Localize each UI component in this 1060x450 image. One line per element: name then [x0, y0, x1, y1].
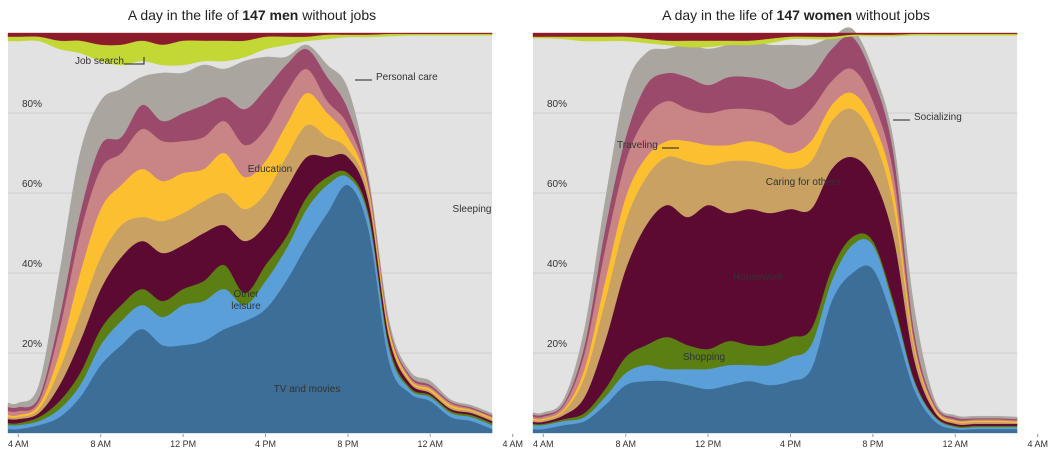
- label-line: leisure: [231, 301, 261, 312]
- y-tick-label: 20%: [22, 339, 42, 350]
- series-label: Caring for others: [766, 177, 840, 188]
- x-tick-label: 4 AM: [1027, 439, 1048, 449]
- chart-title: A day in the life of 147 men without job…: [128, 7, 376, 23]
- series-label: Job search: [75, 56, 124, 67]
- title-part: A day in the life of: [662, 7, 776, 23]
- x-tick-label: 4 AM: [533, 439, 554, 449]
- x-tick-label: 12 PM: [170, 439, 196, 449]
- y-tick-label: 20%: [547, 339, 567, 350]
- leader-line: [124, 57, 145, 65]
- plot: [532, 27, 1018, 434]
- title-part: A day in the life of: [128, 7, 242, 23]
- series-label: Housework: [733, 272, 784, 283]
- x-tick-label: 8 PM: [337, 439, 358, 449]
- series-label: TV and movies: [274, 384, 341, 395]
- title-part: without jobs: [298, 7, 376, 23]
- plot: [7, 32, 493, 434]
- annotation: Sleeping: [453, 204, 492, 215]
- y-tick-label: 60%: [22, 179, 42, 190]
- series-label: Personal care: [376, 72, 438, 83]
- title-part: 147 women: [777, 7, 852, 23]
- y-tick-label: 40%: [22, 259, 42, 270]
- x-tick-label: 8 PM: [862, 439, 883, 449]
- x-tick-label: 8 AM: [615, 439, 636, 449]
- title-part: without jobs: [852, 7, 930, 23]
- area: [7, 33, 493, 66]
- x-tick-label: 12 AM: [418, 439, 444, 449]
- series-label: Traveling: [617, 140, 658, 151]
- area: [532, 33, 1018, 48]
- x-tick-label: 8 AM: [90, 439, 111, 449]
- title-part: 147 men: [242, 7, 298, 23]
- y-tick-label: 40%: [547, 259, 567, 270]
- y-tick-label: 60%: [547, 179, 567, 190]
- x-tick-label: 4 PM: [780, 439, 801, 449]
- y-tick-label: 80%: [547, 99, 567, 110]
- x-tick-label: 4 PM: [255, 439, 276, 449]
- series-label: Shopping: [683, 352, 725, 363]
- chart-title: A day in the life of 147 women without j…: [662, 7, 930, 23]
- series-label: Education: [248, 164, 292, 175]
- x-tick-label: 4 AM: [502, 439, 523, 449]
- x-tick-label: 12 PM: [695, 439, 721, 449]
- label-line: Other: [233, 289, 259, 300]
- x-tick-label: 4 AM: [8, 439, 29, 449]
- series-label: Socializing: [914, 112, 962, 123]
- x-tick-label: 12 AM: [943, 439, 969, 449]
- y-tick-label: 80%: [22, 99, 42, 110]
- series-label: Other leisure: [231, 289, 261, 312]
- area: [7, 44, 493, 416]
